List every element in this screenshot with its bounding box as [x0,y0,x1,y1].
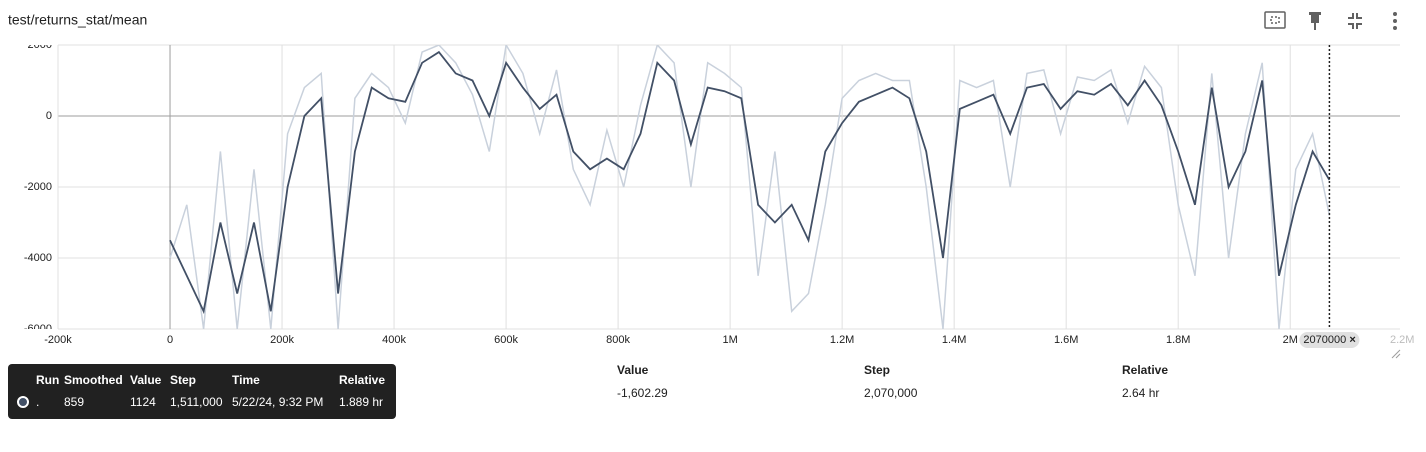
series-line [169,50,1331,315]
x-tick-label: 1.2M [830,334,854,346]
table-cell: -1,602.29 [617,386,668,400]
tooltip: Run Smoothed Value Step Time Relative. 859 1124… [8,364,396,419]
resize-handle[interactable] [1391,349,1401,359]
collapse-icon[interactable] [1348,13,1362,29]
tooltip-cell: . [36,395,39,409]
x-tick-label: 1M [722,334,737,346]
y-tick-label: -2000 [24,181,52,193]
tooltip-cell: 5/22/24, 9:32 PM [232,395,323,409]
tooltip-bg [8,364,396,419]
y-tick-label: -6000 [24,323,52,335]
run-swatch [17,396,29,408]
y-tick-label: 2000 [28,39,52,51]
cursor-label: 2070000 [1303,334,1346,346]
series-line [169,45,1331,329]
table-header: Step [864,363,890,377]
y-tick-label: -4000 [24,252,52,264]
more-icon[interactable] [1393,12,1397,30]
tooltip-cell: 1.889 hr [339,395,383,409]
tooltip-cell: 859 [64,395,84,409]
table-cell: 2.64 hr [1122,386,1159,400]
table-header: Value [617,363,649,377]
table-header: Relative [1122,363,1168,377]
x-tick-label: 1.4M [942,334,966,346]
card-title: test/returns_stat/mean [8,12,147,28]
x-tick-label: 1.8M [1166,334,1190,346]
tooltip-header: Smoothed [64,373,123,387]
table-cell: 2,070,000 [864,386,918,400]
pin-icon[interactable] [1309,12,1321,30]
x-tick-label: 2.2M [1390,334,1414,346]
x-tick-label: 1.6M [1054,334,1078,346]
tooltip-cell: 1,511,000 [170,395,223,409]
cursor-chip [1299,332,1360,348]
x-tick-label: 600k [494,334,518,346]
tooltip-header: Relative [339,373,385,387]
x-tick-label: 0 [167,334,173,346]
tooltip-header: Value [130,373,162,387]
x-tick-label: 800k [606,334,630,346]
tooltip-header: Step [170,373,196,387]
x-tick-label: 400k [382,334,406,346]
tooltip-header: Time [232,373,260,387]
fullscreen-icon[interactable] [1264,11,1286,29]
tooltip-cell: 1124 [130,395,156,409]
chip-close: × [1349,334,1355,346]
tooltip-header: Run [36,373,59,387]
x-tick-label: 200k [270,334,294,346]
x-tick-label: -200k [44,334,72,346]
y-tick-label: 0 [46,110,52,122]
x-tick-label: 2M [1283,334,1298,346]
